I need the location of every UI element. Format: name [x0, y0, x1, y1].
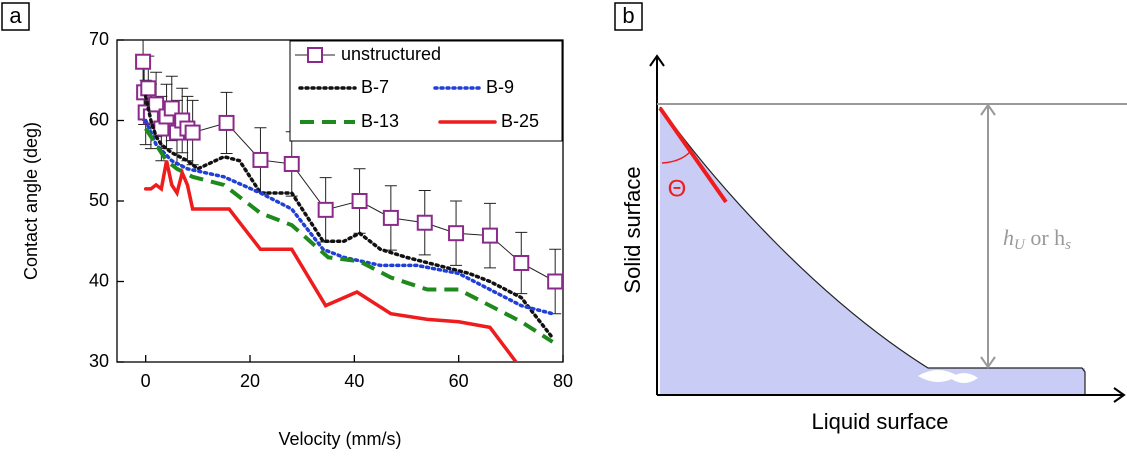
x-axis-label: Liquid surface [812, 409, 949, 434]
y-tick-label: 50 [89, 190, 109, 210]
series-line [143, 160, 519, 362]
plot-area [135, 40, 563, 362]
marker [252, 151, 269, 168]
height-label-part: or h [1025, 225, 1065, 250]
marker [416, 214, 433, 231]
marker [317, 201, 334, 218]
panel-label: b [622, 3, 634, 28]
panel-label-box [614, 2, 643, 31]
marker [135, 53, 152, 70]
y-tick-label: 40 [89, 270, 109, 290]
x-tick-label: 40 [344, 371, 364, 391]
arrow-head [1113, 387, 1126, 403]
marker [351, 193, 368, 209]
y-tick-label: 70 [89, 29, 109, 49]
arrow-head [649, 54, 665, 67]
marker [283, 155, 300, 172]
break-mark [918, 370, 978, 383]
diagram: Θ Solid surface Liquid surface hU or hs [620, 54, 1127, 434]
marker [448, 225, 465, 242]
marker [218, 114, 235, 131]
series-line [143, 118, 555, 316]
marker [547, 273, 563, 290]
marker [513, 254, 530, 271]
angle-symbol: Θ [668, 175, 687, 202]
panel-label-box [1, 2, 30, 31]
x-tick-label: 80 [553, 371, 573, 391]
y-tick-label: 30 [89, 351, 109, 371]
height-label: hU or hs [1003, 225, 1071, 253]
legend-label: B-13 [361, 111, 399, 131]
liquid [660, 107, 1085, 395]
tangent-line [658, 106, 728, 204]
x-axis-label: Velocity (mm/s) [278, 429, 401, 449]
marker [382, 209, 399, 226]
series-line [143, 94, 555, 340]
panel-label: a [9, 3, 22, 28]
marker [148, 96, 165, 113]
marker [163, 100, 180, 117]
legend-label: B-9 [486, 77, 514, 97]
marker [140, 80, 157, 97]
y-axis-label: Solid surface [620, 166, 645, 293]
marker [481, 227, 498, 244]
height-label-part: U [1014, 237, 1026, 253]
y-axis-label: Contact angle (deg) [21, 122, 41, 280]
legend-swatch [307, 47, 323, 63]
plot: 0 20 40 60 80 30 40 50 60 70 unstructured B-7 B-9 B-1… [89, 29, 573, 391]
height-label-part: h [1003, 225, 1014, 250]
x-tick-label: 20 [240, 371, 260, 391]
angle-arc [661, 151, 691, 164]
x-tick-label: 0 [141, 371, 151, 391]
legend-box [289, 40, 563, 142]
liquid-outline [659, 106, 1086, 395]
x-tick-label: 60 [449, 371, 469, 391]
height-label-part: s [1065, 237, 1071, 253]
legend-label: unstructured [341, 44, 441, 64]
legend-label: B-25 [501, 111, 539, 131]
y-tick-label: 60 [89, 109, 109, 129]
legend-label: B-7 [361, 77, 389, 97]
marker [184, 124, 201, 141]
series-line [144, 127, 554, 344]
arrow-head [980, 103, 996, 369]
